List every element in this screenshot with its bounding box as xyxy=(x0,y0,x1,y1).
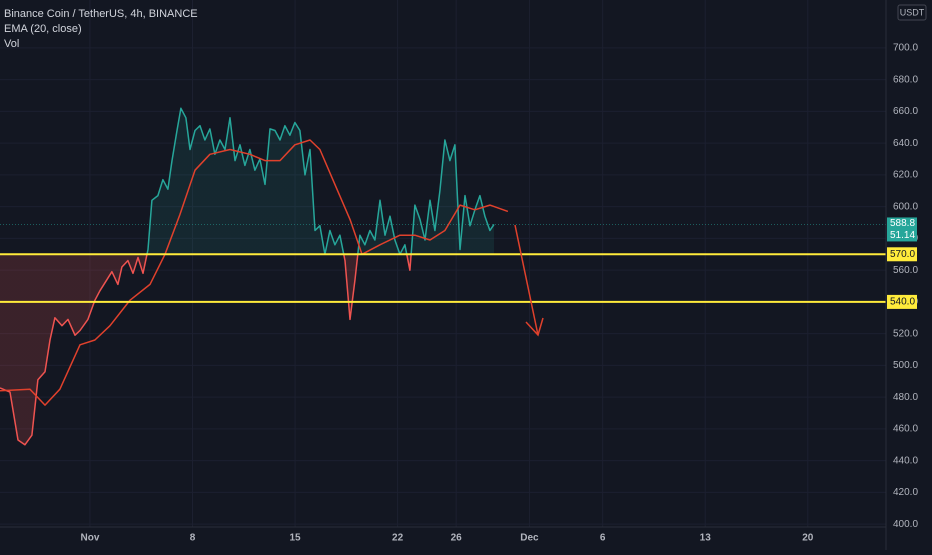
ema-line xyxy=(0,139,509,406)
y-tick-label: 700.0 xyxy=(893,43,918,54)
x-tick-label: 20 xyxy=(802,533,814,544)
y-tick-label: 460.0 xyxy=(893,424,918,435)
level-label-box xyxy=(887,247,917,262)
x-tick-label: Nov xyxy=(80,533,99,544)
chart-title: Binance Coin / TetherUS, 4h, BINANCE xyxy=(4,8,198,20)
currency-box[interactable] xyxy=(897,4,927,21)
drawn-arrow xyxy=(514,224,544,337)
x-tick-label: 8 xyxy=(190,533,196,544)
y-tick-label: 440.0 xyxy=(893,455,918,466)
level-label: 540.0 xyxy=(890,297,915,308)
y-tick-label: 500.0 xyxy=(893,360,918,371)
level-label: 570.0 xyxy=(890,249,915,260)
y-tick-label: 680.0 xyxy=(893,74,918,85)
x-tick-label: 15 xyxy=(289,533,301,544)
y-tick-label: 520.0 xyxy=(893,328,918,339)
level-label-box xyxy=(887,294,917,309)
y-tick-label: 640.0 xyxy=(893,138,918,149)
y-tick-label: 600.0 xyxy=(893,201,918,212)
indicator-label: EMA (20, close) xyxy=(4,23,82,35)
y-tick-label: 620.0 xyxy=(893,170,918,181)
y-tick-label: 420.0 xyxy=(893,487,918,498)
indicator-label: Vol xyxy=(4,38,19,50)
x-tick-label: 6 xyxy=(600,533,606,544)
price-area xyxy=(0,108,494,445)
volume-label: 51.14 xyxy=(890,230,915,241)
x-tick-label: Dec xyxy=(520,533,539,544)
price-label: 588.8 xyxy=(890,218,915,229)
y-tick-label: 400.0 xyxy=(893,519,918,530)
y-tick-label: 560.0 xyxy=(893,265,918,276)
x-tick-label: 26 xyxy=(451,533,463,544)
y-tick-label: 660.0 xyxy=(893,106,918,117)
x-tick-label: 22 xyxy=(392,533,404,544)
price-label-box xyxy=(887,217,917,242)
y-tick-label: 480.0 xyxy=(893,392,918,403)
currency-label[interactable]: USDT xyxy=(900,7,925,17)
x-tick-label: 13 xyxy=(700,533,712,544)
